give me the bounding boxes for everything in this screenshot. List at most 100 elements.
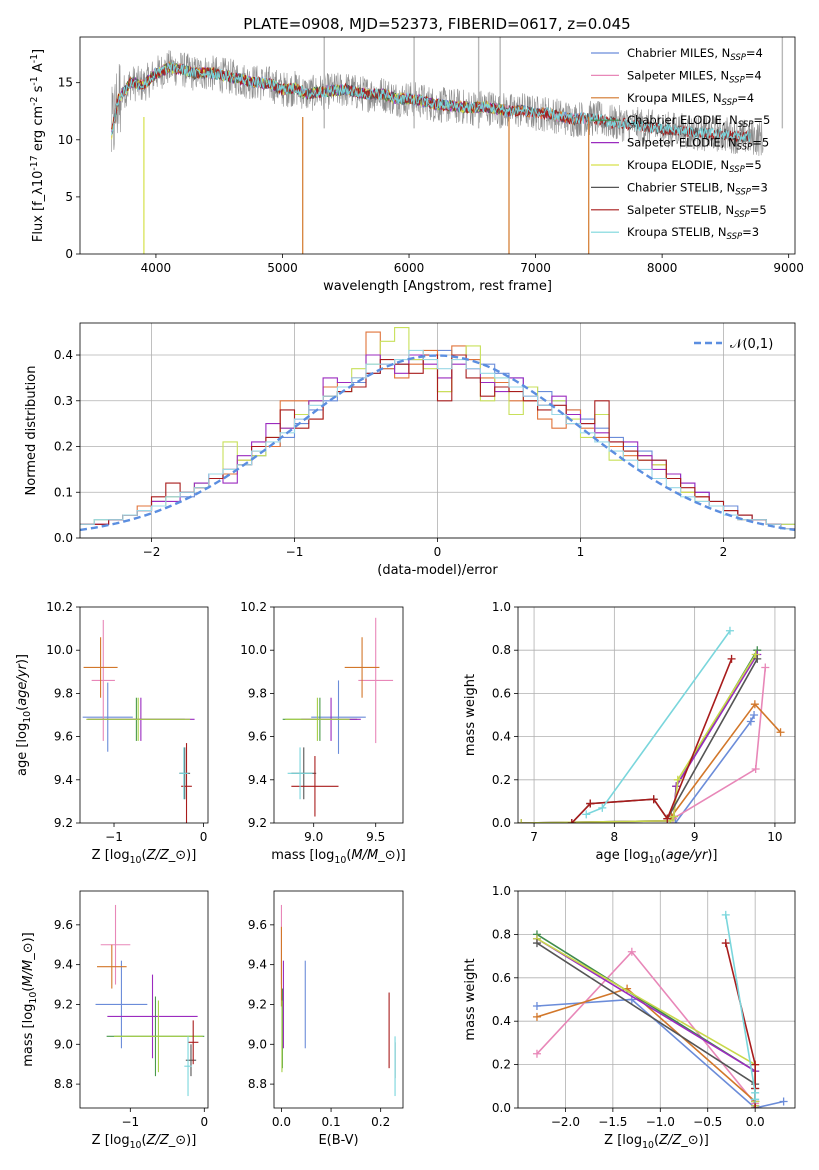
y-tick-label: 10 — [58, 133, 73, 147]
axes-massweight-vs-Z: −2.0 −1.5 −1.0 −0.5 0.0 0.0 0.2 0.4 0.6 0.8 1.0 Z [… — [463, 884, 796, 1151]
weight-marker — [532, 1012, 541, 1021]
weight-marker — [582, 810, 591, 819]
y-tick-label: 9.2 — [54, 997, 73, 1011]
errorbar-point — [82, 682, 133, 752]
y-tick-label: 0.1 — [54, 485, 73, 499]
weight-marker — [751, 1104, 760, 1108]
x-axis-label: (data-model)/error — [377, 563, 498, 578]
x-tick-label: 7000 — [520, 261, 551, 275]
legend-label: Chabrier STELIB, NSSP=3 — [627, 180, 768, 197]
y-tick-label: 10.2 — [46, 600, 73, 614]
x-tick-label: −0.5 — [693, 1115, 722, 1129]
x-tick-label: 0.0 — [272, 1115, 291, 1129]
y-tick-label: 9.0 — [248, 1037, 267, 1051]
errorbar-point — [97, 944, 127, 989]
weight-marker — [721, 939, 730, 948]
y-tick-label: 9.2 — [248, 816, 267, 830]
y-axis-label: Normed distribution — [24, 366, 39, 496]
x-tick-label: 0.0 — [746, 1115, 765, 1129]
plot-area — [111, 37, 784, 254]
weight-marker — [649, 795, 658, 804]
y-tick-label: 9.6 — [248, 730, 267, 744]
axes-mass-vs-EBV: 0.0 0.1 0.2 8.8 9.0 9.2 9.4 9.6 E(B-V) — [248, 890, 404, 1148]
axes-age-vs-mass: 9.0 9.5 9.2 9.4 9.6 9.8 10.0 10.2 mass [log10(M/… — [240, 600, 405, 866]
weight-marker — [721, 910, 730, 919]
y-axis-label: age [log10(age/yr)] — [15, 654, 33, 776]
weight-marker — [627, 947, 636, 956]
y-axis-label: mass [log10(M/M_⊙)] — [21, 932, 39, 1067]
axes-massweight-vs-age: 7 8 9 10 0.0 0.2 0.4 0.6 0.8 1.0 age [log10(age/yr… — [463, 600, 796, 866]
x-axis-label: Z [log10(Z/Z_⊙)] — [92, 1133, 197, 1151]
x-tick-label: 0 — [434, 545, 442, 559]
weight-line-salpeter-stelib — [725, 942, 756, 1108]
spectrum-legend: Chabrier MILES, NSSP=4 Salpeter MILES, NS… — [591, 46, 770, 242]
y-tick-label: 9.6 — [54, 918, 73, 932]
y-tick-label: 0.4 — [492, 1014, 511, 1028]
x-tick-label: 8 — [611, 830, 619, 844]
legend-label: Salpeter ELODIE, NSSP=5 — [627, 136, 769, 153]
weight-marker — [776, 728, 785, 737]
errorbar-point — [285, 697, 350, 741]
plot-area — [82, 619, 195, 823]
errorbar-point — [91, 619, 115, 741]
errorbar-point — [287, 747, 313, 800]
weight-marker — [671, 819, 680, 823]
legend-label: Salpeter STELIB, NSSP=5 — [627, 203, 767, 220]
x-tick-label: −1 — [286, 545, 304, 559]
x-axis-label: E(B-V) — [318, 1133, 358, 1148]
y-tick-label: 9.6 — [248, 918, 267, 932]
weight-line-kroupa-miles — [670, 702, 782, 817]
x-tick-label: 7 — [530, 830, 538, 844]
weight-marker — [750, 711, 759, 719]
errorbar-point — [179, 747, 189, 800]
weight-marker — [750, 700, 759, 709]
weight-marker — [761, 663, 770, 672]
x-tick-label: −2 — [143, 545, 161, 559]
x-axis-label: age [log10(age/yr)] — [595, 848, 717, 866]
x-tick-label: 2 — [720, 545, 728, 559]
errorbar-point — [114, 1000, 203, 1073]
errorbar-point — [83, 637, 118, 698]
y-tick-label: 9.8 — [54, 686, 73, 700]
errorbar-point — [100, 904, 131, 985]
legend-label: Salpeter MILES, NSSP=4 — [627, 68, 762, 85]
y-tick-label: 0.6 — [492, 686, 511, 700]
x-tick-label: 0.2 — [371, 1115, 390, 1129]
y-axis-label: Flux [f_λ10-17 erg cm-2 s-1 A-1] — [29, 49, 46, 242]
normal-curve — [80, 354, 795, 532]
x-tick-label: 9000 — [773, 261, 804, 275]
axes-frame — [517, 890, 796, 1109]
weight-marker — [518, 819, 526, 823]
weight-line-salpeter-miles — [536, 950, 756, 1105]
y-tick-label: 0.8 — [492, 643, 511, 657]
axes-residuals: −2 −1 0 1 2 0.0 0.1 0.2 0.3 0.4 (data-model)/error… — [24, 322, 796, 578]
x-tick-label: 4000 — [141, 261, 172, 275]
weight-marker — [567, 819, 576, 823]
plot-area — [80, 327, 795, 532]
weight-line-kroupa-stelib — [725, 914, 756, 1100]
y-tick-label: 0.8 — [492, 927, 511, 941]
weight-marker — [746, 717, 755, 726]
axes-frame — [273, 606, 404, 824]
y-tick-label: 0 — [65, 247, 73, 261]
weight-marker — [753, 654, 762, 663]
y-tick-label: 9.6 — [54, 730, 73, 744]
weight-marker — [673, 775, 682, 784]
axes-frame — [79, 36, 796, 255]
figure-title: PLATE=0908, MJD=52373, FIBERID=0617, z=0… — [243, 15, 630, 33]
model-spectrum-kroupa-stelib — [111, 62, 751, 143]
axes-frame — [79, 890, 209, 1109]
weight-marker — [586, 799, 595, 808]
x-tick-label: 5000 — [267, 261, 298, 275]
legend-label: Kroupa STELIB, NSSP=3 — [627, 225, 759, 242]
y-tick-label: 10.0 — [46, 643, 73, 657]
plot-area — [532, 910, 788, 1108]
x-tick-label: 6000 — [394, 261, 425, 275]
axes-spectrum: 4000 5000 6000 7000 8000 9000 0 5 10 15 wavelength… — [29, 36, 804, 294]
y-tick-label: 0.0 — [54, 531, 73, 545]
x-tick-label: −1 — [105, 830, 123, 844]
x-tick-label: 0 — [200, 830, 208, 844]
axes-age-vs-Z: −1 0 9.2 9.4 9.6 9.8 10.0 10.2 Z [log10(Z/Z_⊙)] a… — [15, 600, 209, 866]
plot-area — [282, 617, 394, 817]
